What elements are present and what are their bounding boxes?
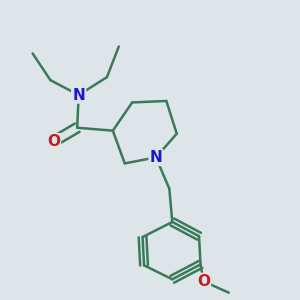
Text: O: O [47,134,60,149]
Text: N: N [72,88,85,103]
Text: N: N [150,150,162,165]
Text: O: O [197,274,210,289]
